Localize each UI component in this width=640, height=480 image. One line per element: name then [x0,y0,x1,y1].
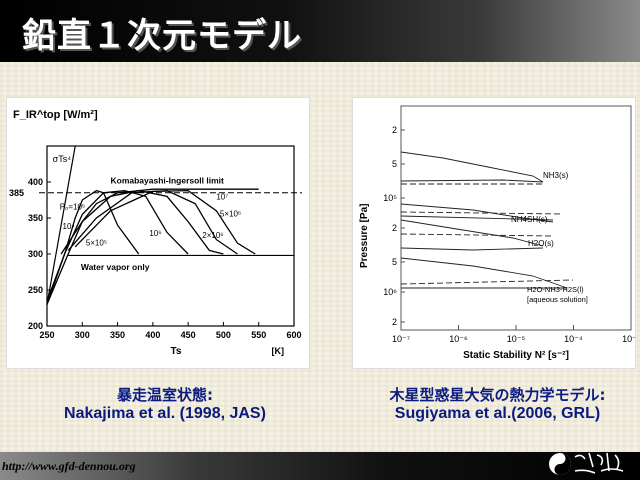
right-chart-panel: 10⁻⁷ 10⁻⁶ 10⁻⁵ 10⁻⁴ 10⁻³ 2 5 10⁵ 2 5 10⁶ 2 Pressure … [352,97,640,369]
left-chart-panel: 250 300 350 400 450 500 550 600 200 250 300 350 400 3… [6,97,310,369]
right-chart: 10⁻⁷ 10⁻⁶ 10⁻⁵ 10⁻⁴ 10⁻³ 2 5 10⁵ 2 5 10⁶ 2 Pressure … [359,105,640,361]
left-caption-jp: 暴走温室状態: [117,386,213,404]
x-tick-label: 10⁻⁷ [392,334,410,344]
x-tick-label: 450 [181,330,196,340]
right-caption-en: Sugiyama et al.(2006, GRL) [394,405,601,422]
slide-title: 鉛直１次元モデル [22,16,302,56]
series-line-3 [60,189,224,255]
y-tick-label: 200 [28,321,43,331]
x-tick-label: 400 [145,330,160,340]
y-tick-label: 2 [392,125,397,135]
nh4sh-base [400,215,554,221]
x-tick-label: 10⁻⁴ [564,334,583,344]
annotation-p7: 10⁷ [216,192,228,201]
annotation-p4: 10⁶ [149,229,161,238]
annotation-p5: 2×10⁶ [202,231,223,240]
x-tick-label: 10⁻⁶ [449,334,468,344]
sigma-t4-line [46,145,76,305]
h2o-base [400,247,544,251]
y-tick-label: 10⁶ [383,287,397,297]
left-caption: 暴走温室状態: Nakajima et al. (1998, JAS) [20,384,310,423]
series-line-1 [46,189,140,302]
title-bar [0,0,640,62]
right-caption-jp: 木星型惑星大気の熱力学モデル: [389,386,606,404]
y-axis-label: Pressure [Pa] [359,204,370,268]
y-tick-label: 5 [392,257,397,267]
annotation-sigma: σTs⁴ [53,154,72,164]
x-axis-unit: [K] [272,346,285,356]
left-caption-en: Nakajima et al. (1998, JAS) [64,405,266,422]
footer-bar [0,452,640,480]
footer-url[interactable]: http://www.gfd-dennou.org [2,459,136,473]
label-h2o: H2O(s) [528,239,554,248]
h2o-dashed [400,233,554,237]
x-tick-label: 550 [251,330,266,340]
y-tick-label: 10⁵ [383,193,397,203]
dennou-logo [549,452,624,475]
annotation-p1: P₀=10⁵ [60,202,86,211]
annotation-limit: Komabayashi-Ingersoll limit [111,175,225,185]
x-tick-label: 10⁻⁵ [507,334,526,344]
y-tick-label: 5 [392,159,397,169]
x-axis-label: Ts [171,346,182,357]
label-nh4sh: NH4SH(s) [511,215,548,224]
annotation-p3: 5×10⁵ [86,238,107,247]
annotation-p6: 5×10⁶ [220,210,241,219]
y-axis-label: F_IR^top [W/m²] [13,109,98,121]
plot-frame [46,145,295,327]
y-tick-label: 300 [28,249,43,259]
x-tick-label: 350 [110,330,125,340]
x-tick-label: 500 [216,330,231,340]
y-tick-label: 250 [28,285,43,295]
aq-curve [400,257,568,289]
series-line-5 [74,189,256,255]
left-chart: 250 300 350 400 450 500 550 6002002503003504003… [9,109,302,357]
nh3-base [400,179,544,183]
nh3-curve [400,151,544,183]
label-nh3: NH3(s) [543,171,569,180]
h2o-curve [400,219,544,247]
x-axis-label: Static Stability N² [s⁻²] [463,350,569,361]
y-tick-label: 350 [28,213,43,223]
right-caption: 木星型惑星大気の熱力学モデル: Sugiyama et al.(2006, GR… [360,384,635,423]
y-tick-label: 2 [392,223,397,233]
y-tick-label: 2 [392,317,397,327]
annotation-water: Water vapor only [81,262,150,272]
x-tick-label: 10⁻³ [622,334,635,344]
nh4sh-dashed [400,211,564,215]
label-aq2: [aqueous solution] [527,295,588,304]
x-tick-label: 600 [286,330,301,340]
x-tick-label: 250 [39,330,54,340]
x-tick-label: 300 [75,330,90,340]
label-aq: H2O-NH3-H2S(l) [527,285,584,294]
series-line-0 [46,188,259,305]
series-line-2 [46,189,189,305]
aq-dashed [400,279,574,285]
annotation-p2: 10⁴ [63,222,76,231]
y-tick-label: 400 [28,177,43,187]
y-tick-label-385: 385 [9,188,24,198]
